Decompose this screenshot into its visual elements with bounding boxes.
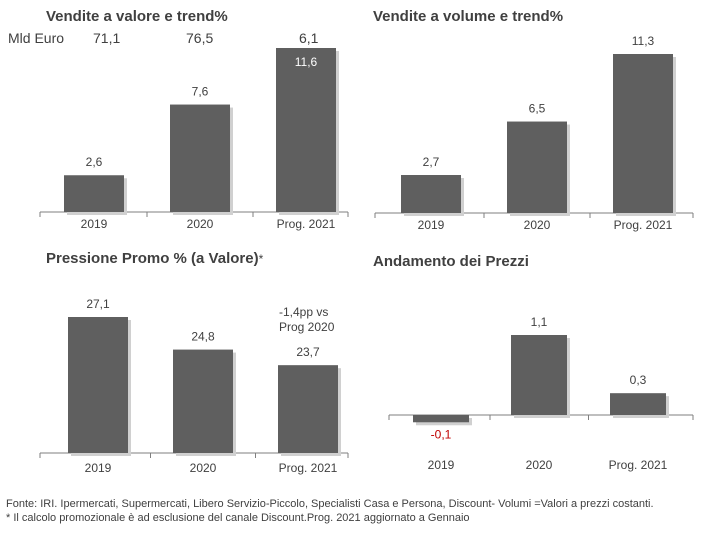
category-label: 2020 (187, 217, 214, 231)
category-label: 2019 (81, 217, 108, 231)
category-label: 2019 (418, 218, 445, 232)
bar-2019 (401, 175, 461, 213)
data-label: 11,6 (295, 55, 318, 69)
annotation-line-2: Prog 2020 (279, 320, 335, 334)
data-label: 11,3 (632, 34, 655, 48)
data-label: 23,7 (296, 345, 320, 359)
bar-2019 (413, 415, 469, 423)
category-label: Prog. 2021 (277, 217, 336, 231)
footer-source: Fonte: IRI. Ipermercati, Supermercati, L… (6, 498, 654, 510)
category-label: Prog. 2021 (614, 218, 673, 232)
bar-2020 (170, 104, 230, 212)
bar-2019 (68, 317, 128, 453)
data-label: -0,1 (431, 427, 452, 441)
category-label: Prog. 2021 (609, 458, 668, 472)
annotation-line-1: -1,4pp vs (279, 305, 329, 319)
bar-prog-2021 (276, 48, 336, 212)
data-label: 7,6 (192, 85, 209, 99)
chart-title-text: Pressione Promo % (a Valore) (46, 250, 259, 267)
data-label: 2,6 (86, 155, 103, 169)
data-label: 0,3 (630, 373, 647, 387)
data-label: 2,7 (423, 155, 440, 169)
chart-title-andamento-prezzi: Andamento dei Prezzi (373, 253, 529, 270)
chart-title-pressione-promo: Pressione Promo % (a Valore)* (46, 250, 263, 267)
category-label: 2020 (524, 218, 551, 232)
bar-2020 (511, 335, 567, 415)
category-label: 2019 (428, 458, 455, 472)
total-2020: 76,5 (186, 30, 214, 46)
totals-unit-label: Mld Euro (8, 30, 65, 46)
category-label: 2020 (190, 461, 217, 475)
data-label: 27,1 (86, 297, 110, 311)
data-label: 24,8 (191, 330, 215, 344)
bar-2020 (173, 349, 233, 453)
data-label: 1,1 (531, 315, 548, 329)
data-label: 6,5 (529, 102, 546, 116)
footer-notes: Fonte: IRI. Ipermercati, Supermercati, L… (6, 497, 654, 525)
footer-footnote: * Il calcolo promozionale è ad esclusion… (6, 512, 470, 524)
bar-2020 (507, 121, 567, 213)
bar-prog-2021 (610, 393, 666, 415)
bar-2019 (64, 175, 124, 212)
footnote-marker: * (258, 252, 264, 266)
total-prog-2021: 6,1 (299, 30, 319, 46)
chart-title-vendite-volume: Vendite a volume e trend% (373, 8, 564, 25)
total-2019: 71,1 (93, 30, 121, 46)
chart-title-vendite-valore: Vendite a valore e trend% (46, 8, 228, 25)
category-label: 2020 (526, 458, 553, 472)
category-label: 2019 (85, 461, 112, 475)
bar-prog-2021 (613, 54, 673, 213)
bar-prog-2021 (278, 365, 338, 453)
category-label: Prog. 2021 (279, 461, 338, 475)
